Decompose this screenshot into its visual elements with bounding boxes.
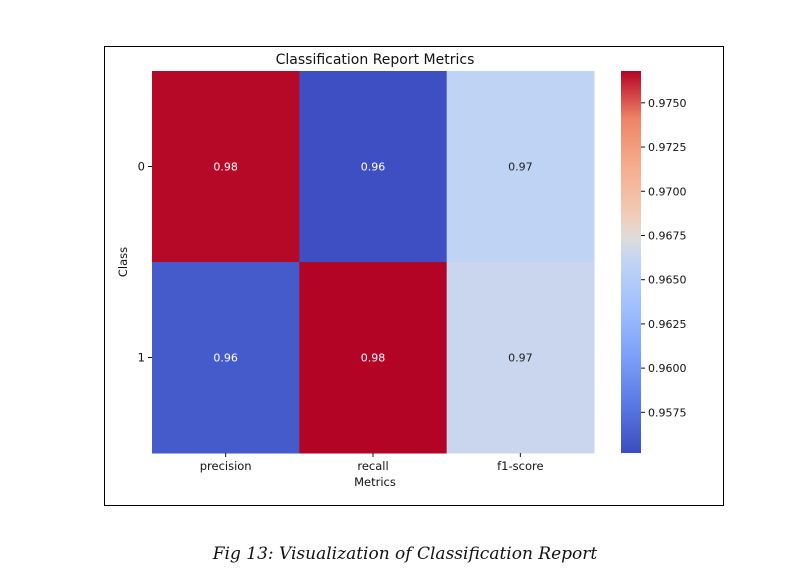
y-axis-label: Class — [116, 247, 130, 277]
y-tick-label: 1 — [138, 351, 145, 365]
colorbar-tick-label: 0.9725 — [648, 141, 687, 154]
y-tick-label: 0 — [138, 160, 145, 174]
cell-value-label: 0.98 — [213, 161, 238, 174]
heatmap-cell — [152, 262, 300, 454]
heatmap-cell — [446, 71, 595, 263]
figure-frame: Classification Report Metrics 0.98 0.96 0.… — [104, 46, 724, 506]
cell-value-label: 0.97 — [508, 352, 533, 365]
colorbar — [621, 71, 641, 453]
colorbar-tick-label: 0.9675 — [648, 229, 687, 242]
heatmap-cell — [299, 262, 448, 454]
x-axis-label: Metrics — [354, 475, 396, 489]
colorbar-tick-label: 0.9600 — [648, 362, 687, 375]
colorbar-axis: 0.9575 0.9600 0.9625 0.9650 0.9675 0.9700 0.97… — [641, 97, 687, 419]
y-axis: 01 — [138, 160, 152, 365]
colorbar-tick-label: 0.9625 — [648, 318, 687, 331]
x-tick-label: precision — [200, 459, 252, 473]
x-axis: precision recall f1-score — [200, 453, 544, 473]
heatmap-cell — [152, 71, 300, 263]
heatmap-cell — [299, 71, 448, 263]
colorbar-tick-label: 0.9575 — [648, 406, 687, 419]
cell-value-label: 0.96 — [361, 161, 386, 174]
chart-title: Classification Report Metrics — [276, 52, 475, 68]
x-tick-label: f1-score — [497, 459, 543, 473]
heatmap-cells: 0.98 0.96 0.97 0.96 0.98 0.97 — [152, 71, 595, 454]
colorbar-tick-label: 0.9650 — [648, 274, 687, 287]
figure-caption: Fig 13: Visualization of Classification … — [212, 544, 598, 564]
cell-value-label: 0.96 — [213, 352, 238, 365]
colorbar-tick-label: 0.9700 — [648, 185, 687, 198]
heatmap-chart: Classification Report Metrics 0.98 0.96 0.… — [116, 52, 687, 489]
cell-value-label: 0.98 — [361, 352, 386, 365]
cell-value-label: 0.97 — [508, 161, 533, 174]
colorbar-tick-label: 0.9750 — [648, 97, 687, 110]
heatmap-cell — [446, 262, 595, 454]
x-tick-label: recall — [357, 459, 388, 473]
